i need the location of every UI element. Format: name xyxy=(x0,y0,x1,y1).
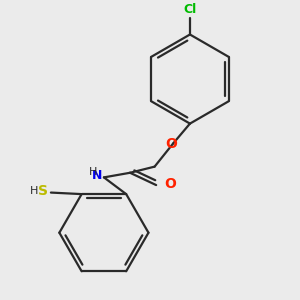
Text: O: O xyxy=(166,136,177,151)
Text: H: H xyxy=(89,167,97,177)
Text: Cl: Cl xyxy=(183,3,196,16)
Text: O: O xyxy=(164,176,176,190)
Text: S: S xyxy=(38,184,48,198)
Text: H: H xyxy=(30,186,38,196)
Text: N: N xyxy=(92,169,102,182)
